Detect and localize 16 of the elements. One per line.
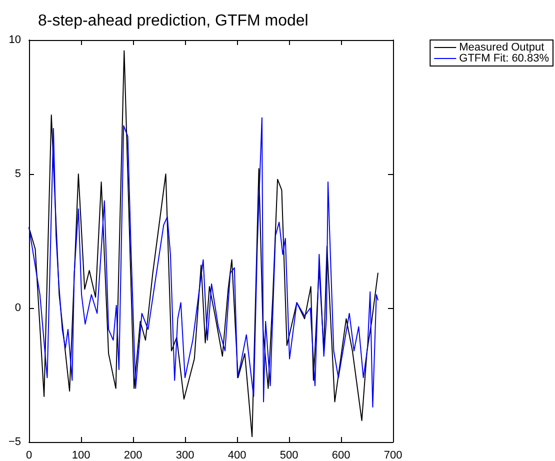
x-tick-label: 600	[332, 450, 350, 461]
y-tick-label: 5	[14, 168, 21, 180]
x-tick-label: 300	[176, 450, 194, 461]
x-tick-label: 700	[384, 450, 402, 461]
x-tick-label: 100	[72, 450, 90, 461]
y-tick-label: 0	[14, 302, 21, 314]
chart-title: 8-step-ahead prediction, GTFM model	[38, 12, 308, 30]
legend-label: Measured Output	[459, 42, 544, 54]
x-tick-label: 400	[228, 450, 246, 461]
y-tick-label: 10	[8, 34, 21, 46]
x-tick-label: 0	[26, 450, 32, 461]
legend-label: GTFM Fit: 60.83%	[459, 52, 550, 64]
line-series	[28, 117, 378, 408]
x-tick-label: 200	[124, 450, 142, 461]
x-tick-label: 500	[280, 450, 298, 461]
y-tick-label: −5	[8, 436, 21, 448]
